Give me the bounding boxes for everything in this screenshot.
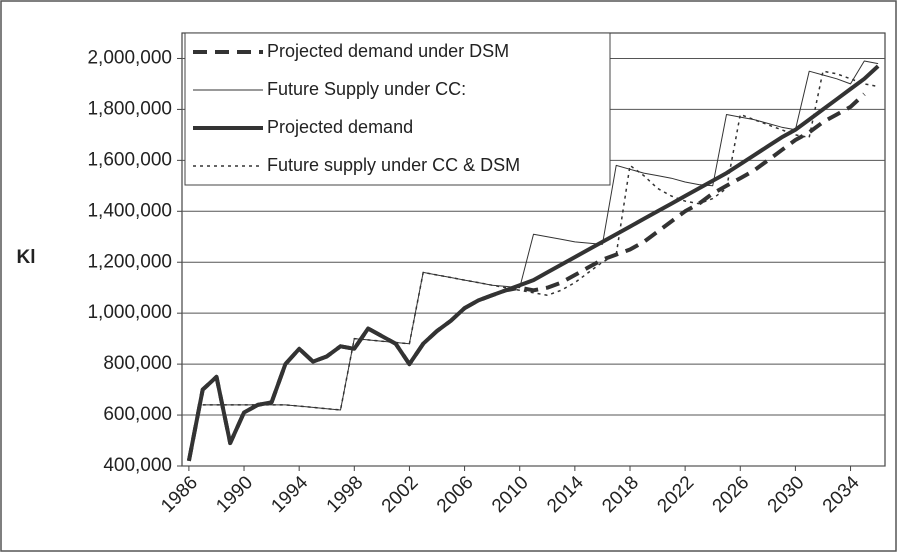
- legend-label: Future supply under CC & DSM: [267, 155, 520, 175]
- legend: Projected demand under DSM Future Supply …: [184, 32, 611, 186]
- y-tick-label: 1,400,000: [87, 200, 172, 221]
- legend-box: [184, 32, 611, 186]
- y-tick-label: 1,800,000: [87, 98, 172, 119]
- y-tick-label: 800,000: [103, 353, 172, 374]
- legend-label: Projected demand under DSM: [267, 41, 509, 61]
- y-tick-label: 1,200,000: [87, 251, 172, 272]
- y-tick-label: 1,600,000: [87, 149, 172, 170]
- y-tick-label: 600,000: [103, 404, 172, 425]
- y-tick-label: 2,000,000: [87, 47, 172, 68]
- legend-label: Future Supply under CC:: [267, 79, 466, 99]
- y-tick-label: 400,000: [103, 455, 172, 476]
- series-line: [186, 64, 880, 462]
- series-line: [202, 70, 879, 411]
- y-axis-label: Kl: [17, 247, 36, 268]
- y-tick-label: 1,000,000: [87, 302, 172, 323]
- legend-label: Projected demand: [267, 117, 413, 137]
